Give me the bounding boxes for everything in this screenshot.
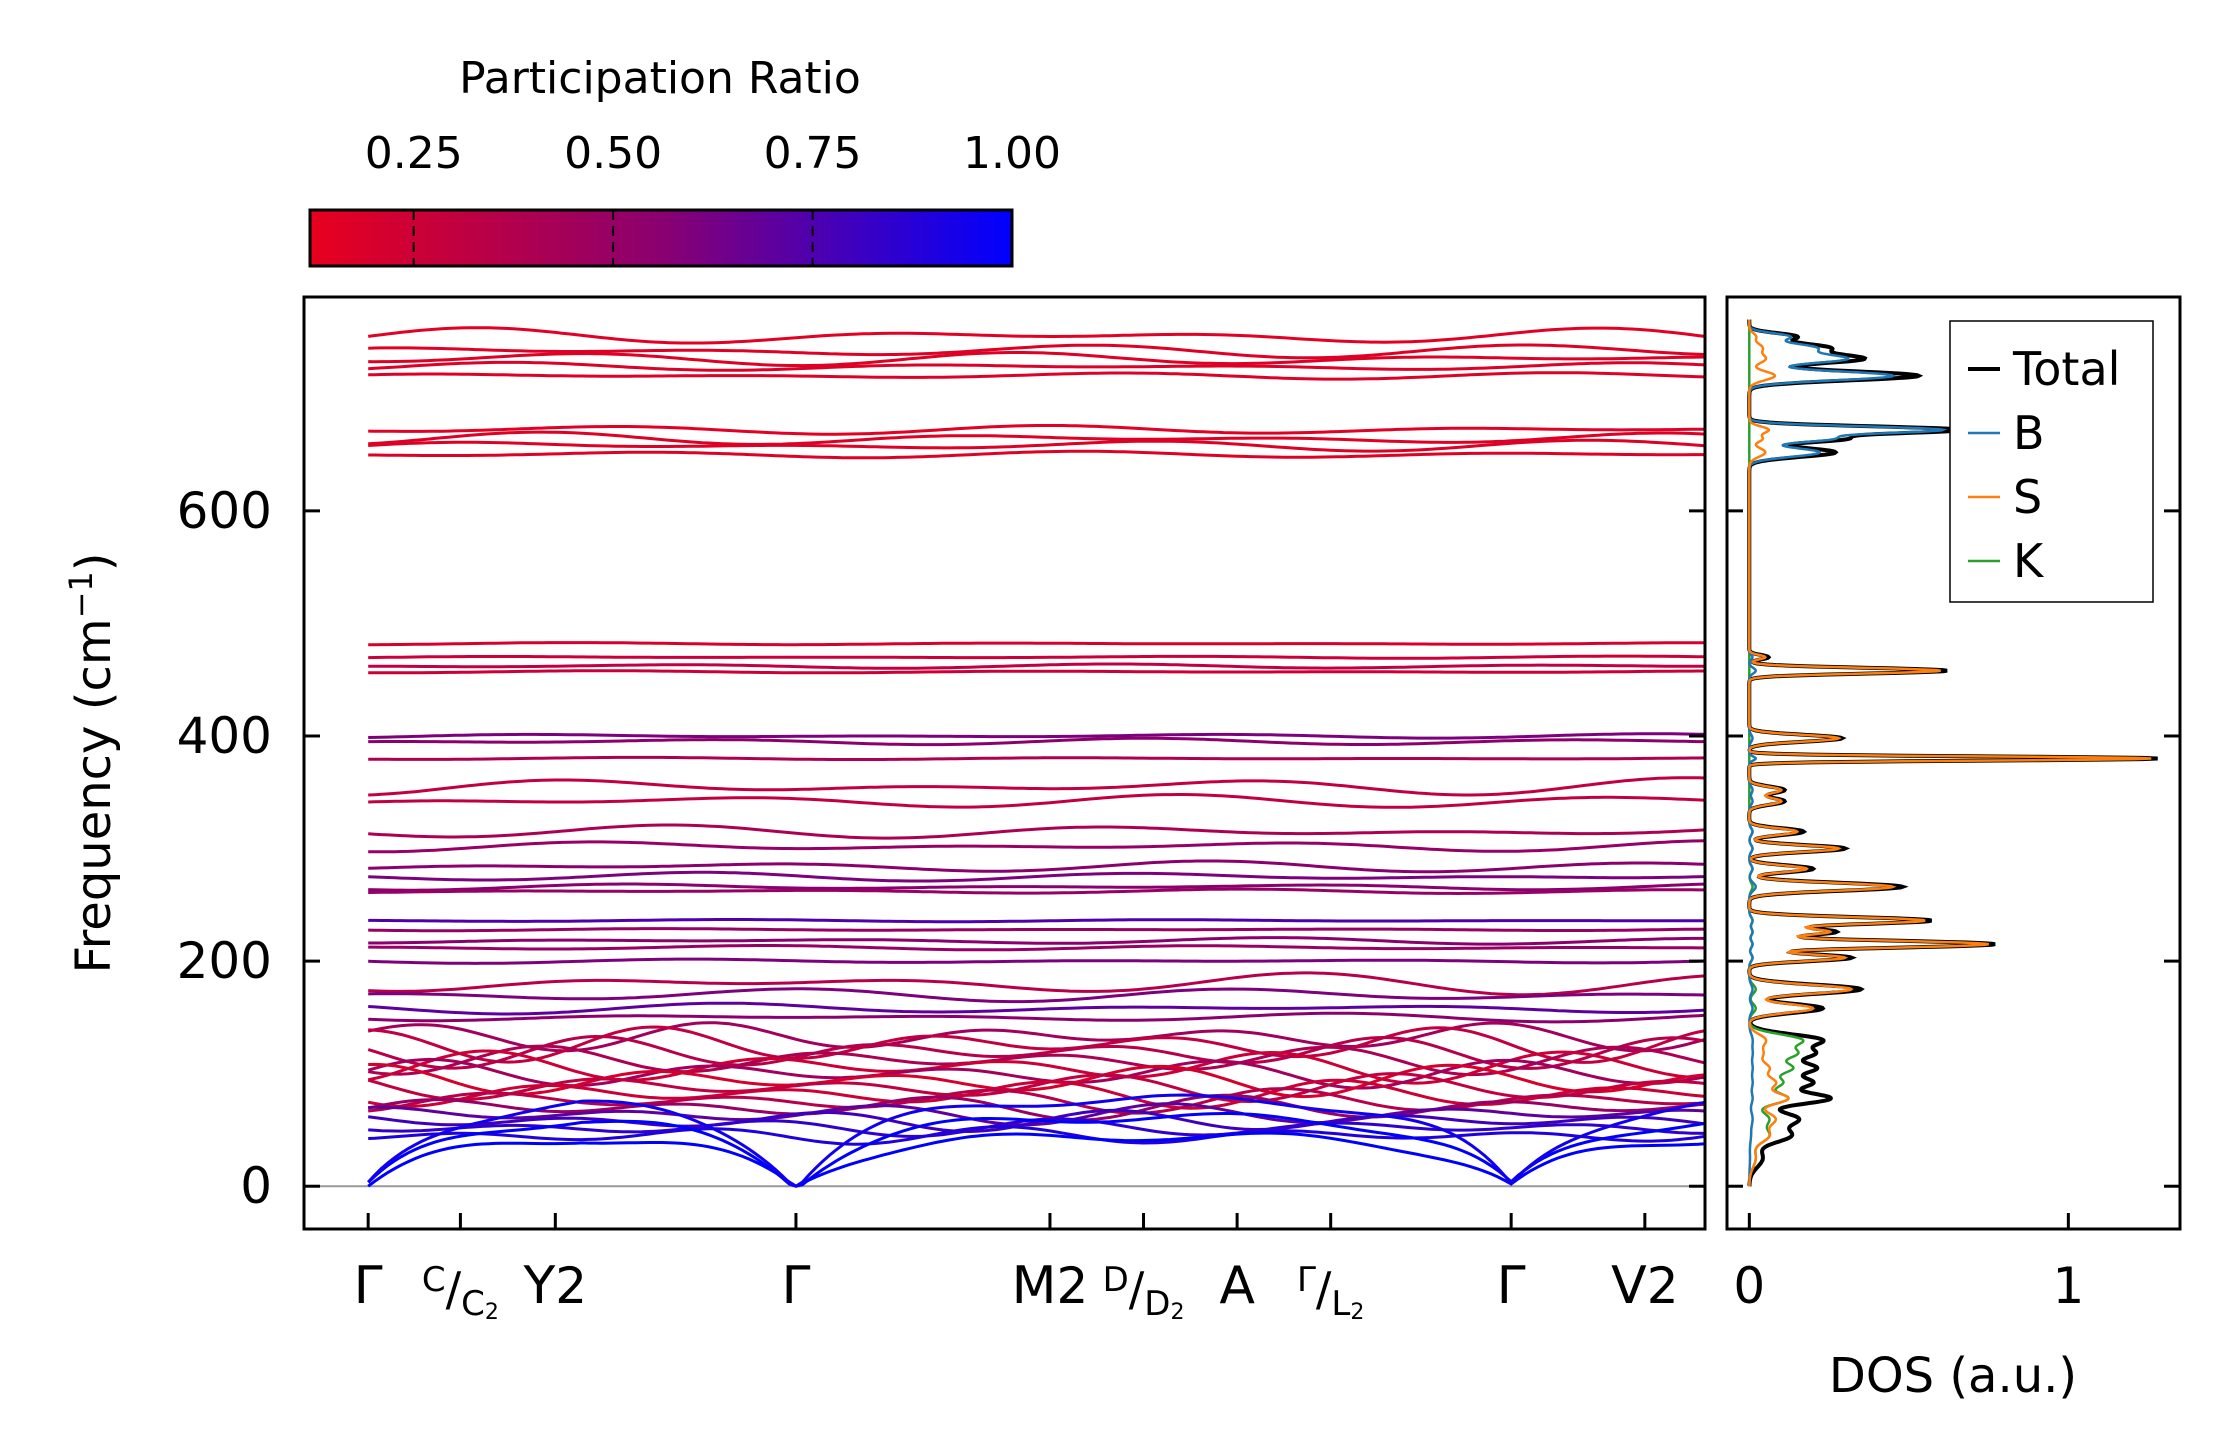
k-point-split-label: C/C2 xyxy=(422,1260,499,1325)
phonon-band-line xyxy=(368,438,1705,453)
colorbar-tick-label: 1.00 xyxy=(963,128,1061,179)
phonon-band-line xyxy=(368,371,1705,381)
k-point-split-label: Γ/L2 xyxy=(1297,1260,1364,1325)
dos-x-axis-label: DOS (a.u.) xyxy=(1829,1348,2077,1404)
k-point-label: Γ xyxy=(781,1256,810,1316)
phonon-band-line xyxy=(368,918,1705,924)
y-axis-label: Frequency (cm−1) xyxy=(62,552,122,973)
phonon-band-line xyxy=(368,936,1705,946)
colorbar: Participation Ratio 0.25 0.50 0.75 1.00 xyxy=(308,53,1061,268)
colorbar-gradient xyxy=(308,208,1014,268)
phonon-band-line xyxy=(368,430,1705,446)
phonon-band-line xyxy=(368,755,1705,761)
phonon-band-line xyxy=(368,793,1705,809)
colorbar-tick-label: 0.50 xyxy=(564,128,662,179)
phonon-band-line xyxy=(368,971,1705,997)
dos-curve-b xyxy=(1748,319,1948,1187)
band-lines xyxy=(367,326,1705,1188)
phonon-band-line xyxy=(368,1062,1705,1099)
phonon-band-line xyxy=(368,887,1705,896)
phonon-band-line xyxy=(368,1025,1705,1064)
k-point-label: Γ xyxy=(1497,1256,1526,1316)
phonon-band-line xyxy=(368,736,1705,747)
dos-curve-s xyxy=(1748,319,2152,1187)
phonon-band-line xyxy=(368,351,1705,368)
colorbar-label: Participation Ratio xyxy=(459,53,861,104)
dos-curves xyxy=(1747,319,2158,1187)
phonon-band-line xyxy=(367,1044,1705,1077)
k-point-label: Γ xyxy=(354,1256,383,1316)
phonon-band-line xyxy=(368,1102,1705,1127)
k-point-label: M2 xyxy=(1012,1256,1089,1316)
phonon-band-line xyxy=(367,1057,1705,1090)
k-point-label: Y2 xyxy=(523,1256,588,1316)
phonon-band-line xyxy=(368,732,1705,740)
phonon-band-line xyxy=(368,654,1705,660)
legend-label: Total xyxy=(2012,342,2120,396)
phonon-band-line xyxy=(368,870,1705,883)
phonon-band-line xyxy=(367,1072,1705,1104)
colorbar-tick-label: 0.75 xyxy=(764,128,862,179)
band-structure-panel: 0 200 400 600 Γ Y2 Γ M2 A Γ V2 C/C2 D/D2 Γ/L2 Freque… xyxy=(62,295,1707,1325)
phonon-band-line xyxy=(368,859,1705,874)
dos-plot-frame xyxy=(1725,295,2182,1231)
k-point-split-label: D/D2 xyxy=(1103,1260,1185,1325)
y-axis-ticks: 0 200 400 600 xyxy=(177,482,1705,1215)
x-axis-ticks: Γ Y2 Γ M2 A Γ V2 C/C2 D/D2 Γ/L2 xyxy=(354,1213,1679,1325)
phonon-band-line xyxy=(368,669,1705,675)
colorbar-ticks: 0.25 0.50 0.75 1.00 xyxy=(365,128,1061,266)
acoustic-band-line xyxy=(367,1093,1705,1188)
legend-label: K xyxy=(2013,534,2045,588)
phonon-band-line xyxy=(367,1021,1705,1053)
k-point-label: V2 xyxy=(1611,1256,1678,1316)
phonon-band-line xyxy=(367,1093,1705,1122)
y-tick-label: 400 xyxy=(177,707,272,765)
legend-label: S xyxy=(2013,470,2042,524)
phonon-band-line xyxy=(368,424,1705,436)
colorbar-tick-label: 0.25 xyxy=(365,128,463,179)
phonon-band-line xyxy=(368,987,1705,1004)
legend-label: B xyxy=(2013,406,2045,460)
k-point-label: A xyxy=(1219,1256,1255,1316)
phonon-band-line xyxy=(368,944,1705,952)
phonon-band-line xyxy=(368,360,1705,372)
main-plot-frame xyxy=(302,295,1707,1231)
phonon-band-line xyxy=(368,823,1705,840)
phonon-band-line xyxy=(368,839,1705,854)
phonon-band-line xyxy=(368,882,1705,892)
acoustic-band-line xyxy=(367,1112,1705,1188)
acoustic-band-line xyxy=(367,1131,1705,1188)
dos-x-tick-label: 1 xyxy=(2052,1257,2084,1315)
phonon-band-line xyxy=(368,343,1705,360)
phonon-band-line xyxy=(368,326,1705,345)
phonon-band-line xyxy=(368,957,1705,965)
dos-x-tick-label: 0 xyxy=(1733,1257,1765,1315)
phonon-band-line xyxy=(368,662,1705,670)
phonon-band-line xyxy=(368,449,1705,460)
phonon-band-line xyxy=(368,776,1705,797)
phonon-band-line xyxy=(368,641,1705,647)
y-tick-label: 600 xyxy=(177,482,272,540)
phonon-band-line xyxy=(368,927,1705,933)
y-tick-label: 200 xyxy=(177,932,272,990)
y-tick-label: 0 xyxy=(240,1157,272,1215)
phonon-band-line xyxy=(368,1001,1705,1016)
phonon-band-line xyxy=(368,1011,1705,1024)
phonon-band-line xyxy=(368,1125,1705,1146)
legend: Total BSK xyxy=(1949,320,2154,603)
